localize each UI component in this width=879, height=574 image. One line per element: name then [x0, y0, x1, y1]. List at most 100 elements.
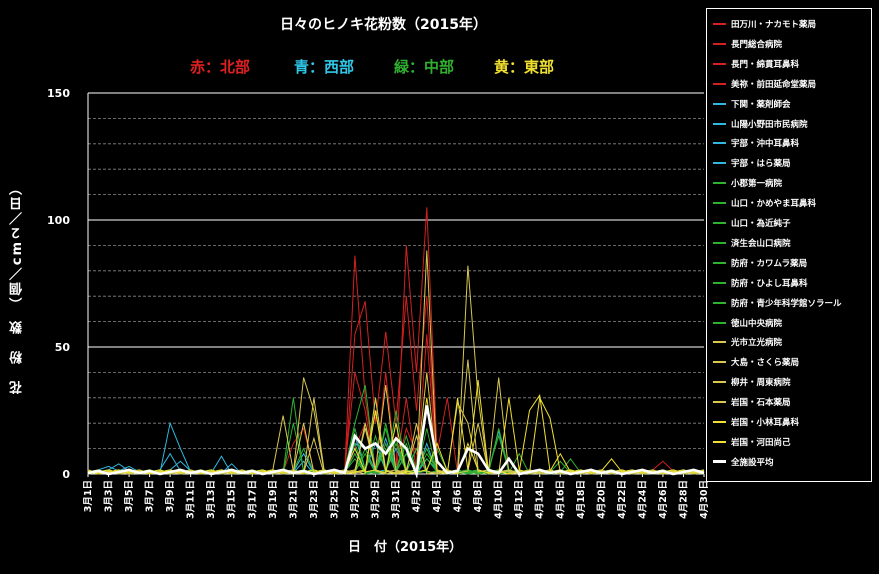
legend-item: 柳井・周東病院: [713, 375, 791, 389]
legend-swatch: [713, 42, 726, 45]
y-tick-label: 100: [47, 214, 70, 227]
x-tick-label: 3月1日: [83, 480, 94, 512]
series-line: [87, 207, 705, 475]
legend-label: 岩国・小林耳鼻科: [731, 418, 800, 428]
region-label-east: 黄：東部: [494, 58, 555, 76]
legend-label: 防府・カワムラ薬局: [731, 258, 808, 269]
legend-item: 長門総合病院: [713, 37, 782, 51]
x-tick-label: 3月3日: [104, 480, 115, 512]
legend-label: 小郡第一病院: [731, 179, 783, 190]
legend-swatch: [713, 102, 726, 105]
x-tick-label: 4月2日: [412, 480, 423, 512]
x-tick-label: 4月20日: [596, 480, 607, 519]
x-tick-label: 3月25日: [329, 480, 340, 519]
legend-label: 柳井・周東病院: [731, 378, 791, 389]
legend-item: 岩国・石本薬局: [713, 395, 791, 409]
legend-item: 全施設平均: [713, 455, 774, 469]
legend-swatch: [713, 281, 726, 284]
x-tick-label: 3月5日: [124, 480, 135, 512]
x-tick-label: 4月16日: [555, 480, 566, 519]
legend-swatch: [713, 261, 726, 264]
legend-item: 防府・ひよし耳鼻科: [713, 276, 808, 290]
series-line: [87, 359, 705, 475]
legend-label: 済生会山口病院: [731, 238, 791, 249]
x-tick-label: 4月28日: [678, 480, 689, 519]
x-tick-label: 3月27日: [350, 480, 361, 519]
legend-item: 宇部・はら薬局: [713, 156, 791, 170]
series-line: [87, 379, 705, 475]
x-tick-label: 3月17日: [247, 480, 258, 519]
legend-swatch: [713, 82, 726, 85]
legend-swatch: [713, 440, 726, 443]
x-tick-label: 4月24日: [637, 480, 648, 519]
x-tick-label: 3月13日: [206, 480, 217, 519]
y-axis-label: 花 粉 数 （個／cm２／日）: [10, 180, 25, 394]
legend-item: 防府・青少年科学館ソラール: [713, 296, 842, 310]
legend-label: 山口・かめやま耳鼻科: [731, 199, 817, 210]
legend-label: 下関・薬剤師会: [731, 99, 791, 110]
x-tick-label: 4月8日: [473, 480, 484, 512]
y-tick-label: 150: [47, 87, 70, 100]
legend-item: 美祢・前田延命堂薬局: [713, 77, 816, 91]
legend-swatch: [713, 421, 726, 423]
x-tick-label: 3月7日: [145, 480, 156, 512]
x-tick-label: 4月22日: [617, 480, 628, 519]
legend-swatch: [713, 202, 726, 205]
x-tick-label: 3月15日: [227, 480, 238, 519]
legend-item: 小郡第一病院: [713, 176, 782, 190]
legend-swatch: [713, 241, 726, 244]
legend-item: 防府・カワムラ薬局: [713, 256, 807, 270]
legend-swatch: [713, 401, 726, 404]
legend-swatch: [713, 460, 726, 464]
legend-item: 済生会山口病院: [713, 236, 791, 250]
x-tick-label: 4月12日: [514, 480, 525, 519]
legend-label: 田万川・ナカモト薬局: [731, 20, 817, 30]
x-tick-label: 3月21日: [288, 480, 299, 519]
x-axis-label: 日 付（2015年）: [348, 540, 463, 555]
legend-swatch: [713, 23, 726, 25]
region-label-north: 赤：北部: [190, 58, 251, 76]
x-tick-label: 3月31日: [391, 480, 402, 519]
legend-item: 山口・かめやま耳鼻科: [713, 196, 816, 210]
legend-label: 長門総合病院: [731, 39, 783, 50]
chart-title: 日々のヒノキ花粉数（2015年）: [280, 17, 487, 33]
legend-label: 光市立光病院: [731, 338, 783, 349]
legend-label: 美祢・前田延命堂薬局: [731, 79, 817, 90]
legend-label: 山陽小野田市民病院: [731, 119, 808, 130]
legend-label: 岩国・石本薬局: [731, 398, 791, 409]
y-tick-label: 50: [55, 341, 71, 354]
legend-item: 岩国・小林耳鼻科: [713, 415, 799, 429]
x-tick-label: 3月11日: [186, 480, 197, 519]
y-tick-label: 0: [62, 468, 70, 481]
legend-swatch: [713, 122, 726, 125]
legend-item: 山口・為近純子: [713, 216, 791, 230]
legend-item: 下関・薬剤師会: [713, 97, 791, 111]
legend-label: 宇部・はら薬局: [731, 159, 791, 170]
legend-label: 徳山中央病院: [731, 318, 783, 329]
legend: 田万川・ナカモト薬局 長門総合病院長門・綿貫耳鼻科美祢・前田延命堂薬局 下関・薬剤師…: [706, 8, 872, 482]
x-tick-label: 3月19日: [268, 480, 279, 519]
x-tick-label: 4月6日: [453, 480, 464, 512]
legend-swatch: [713, 301, 726, 304]
legend-item: 長門・綿貫耳鼻科: [713, 57, 799, 71]
x-tick-label: 4月18日: [576, 480, 587, 519]
legend-item: 山陽小野田市民病院: [713, 117, 808, 131]
legend-swatch: [713, 182, 726, 185]
legend-item: 岩国・河田尚己: [713, 435, 791, 449]
region-label-central: 緑：中部: [394, 58, 455, 76]
legend-label: 防府・青少年科学館ソラール: [731, 298, 842, 309]
x-tick-label: 4月10日: [494, 480, 505, 519]
legend-item: 徳山中央病院: [713, 316, 782, 330]
x-tick-label: 3月9日: [165, 480, 176, 512]
series-line: [87, 405, 705, 479]
legend-label: 全施設平均: [731, 457, 774, 468]
legend-item: 大島・さくら薬局: [713, 355, 799, 369]
region-label-west: 青：西部: [294, 58, 355, 76]
series-line: [87, 377, 705, 475]
x-tick-label: 4月30日: [699, 480, 710, 519]
x-tick-label: 4月14日: [535, 480, 546, 519]
series-line: [87, 393, 705, 475]
legend-swatch: [713, 162, 726, 165]
x-tick-label: 3月23日: [309, 480, 320, 519]
